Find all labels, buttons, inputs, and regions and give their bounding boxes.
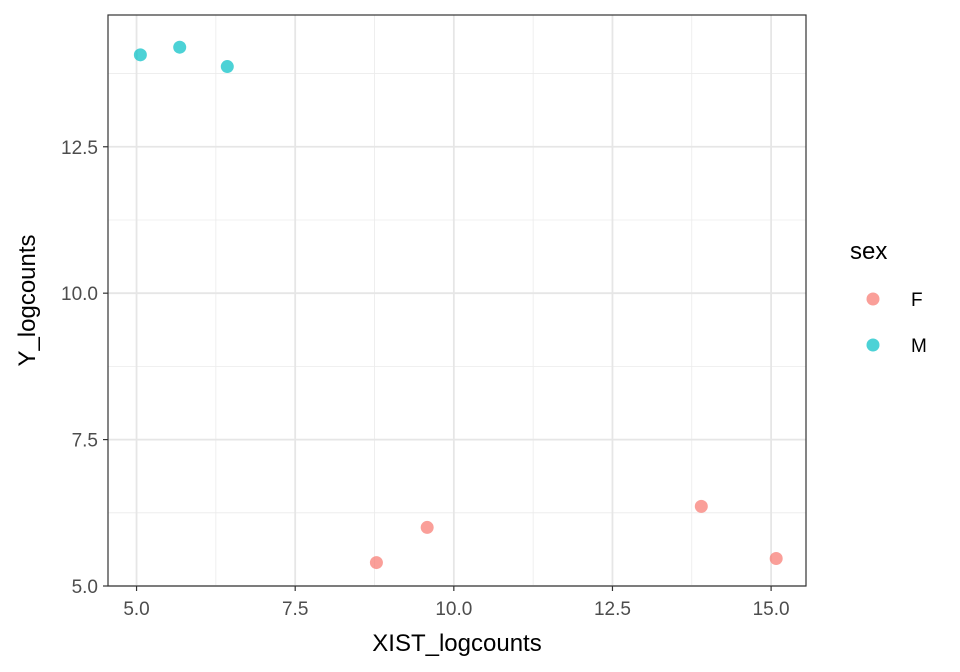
legend-title: sex [850, 238, 887, 265]
minor-gridlines [108, 15, 806, 586]
x-axis: 5.0 7.5 10.0 12.5 15.0 [123, 586, 790, 620]
data-point-f [769, 551, 783, 565]
data-point-m [220, 60, 234, 74]
y-tick-label: 5.0 [72, 577, 98, 598]
legend: sex F M [850, 238, 927, 357]
x-tick-label: 12.5 [594, 599, 631, 620]
x-tick-label: 7.5 [282, 599, 308, 620]
data-point-m [173, 40, 187, 54]
legend-label-m: M [911, 336, 927, 357]
x-tick-label: 15.0 [753, 599, 790, 620]
y-tick-label: 7.5 [72, 431, 98, 452]
legend-key-f [866, 292, 880, 306]
y-axis-title: Y_logcounts [14, 234, 41, 366]
y-tick-label: 10.0 [61, 284, 98, 305]
y-axis: 5.0 7.5 10.0 12.5 [61, 138, 108, 598]
data-point-f [420, 520, 434, 534]
data-points [133, 40, 783, 570]
data-point-m [133, 48, 147, 62]
plot-panel-border [107, 14, 807, 587]
y-tick-label: 12.5 [61, 138, 98, 159]
data-point-f [369, 556, 383, 570]
legend-key-m [866, 338, 880, 352]
data-point-f [694, 499, 708, 513]
x-axis-title: XIST_logcounts [372, 630, 541, 657]
x-tick-label: 5.0 [123, 599, 149, 620]
x-tick-label: 10.0 [435, 599, 472, 620]
legend-label-f: F [911, 290, 923, 311]
